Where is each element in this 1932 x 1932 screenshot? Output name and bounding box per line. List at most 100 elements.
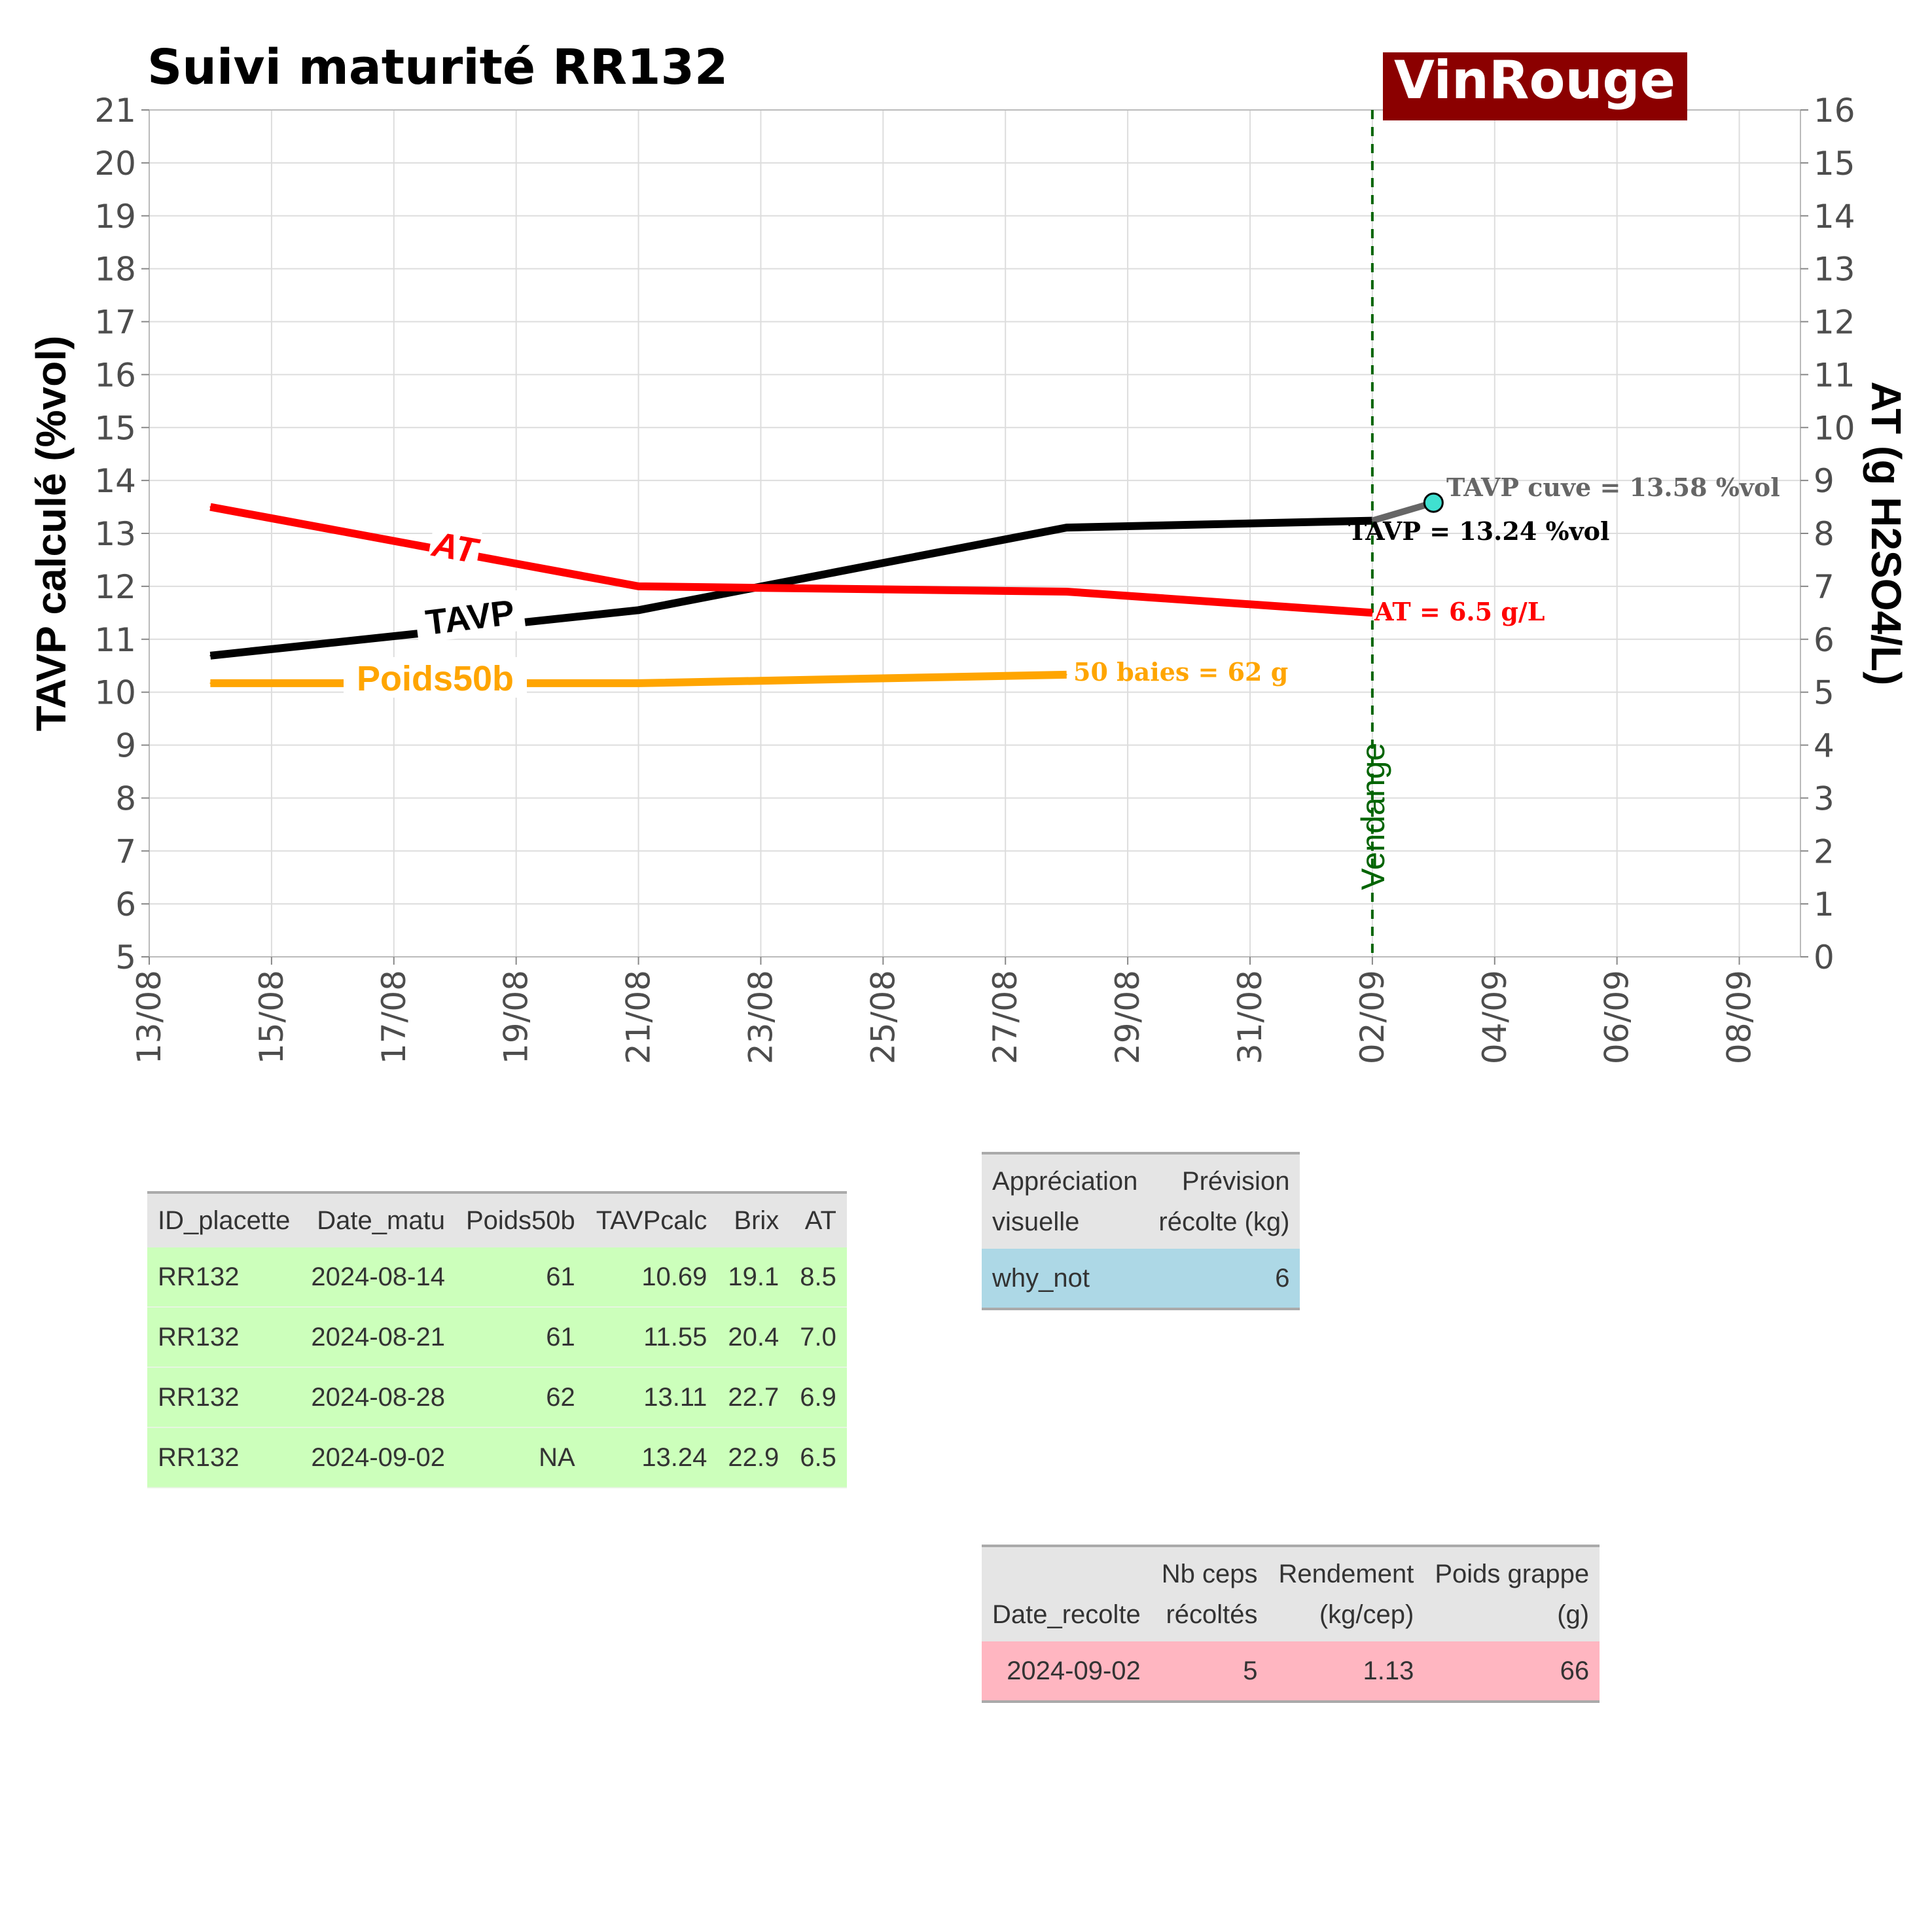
y-tick-label: 14 (94, 462, 136, 500)
table-cell: 61 (455, 1307, 586, 1368)
vendange-line-group: Vendange (1355, 110, 1391, 957)
table-cell: 5 (1151, 1641, 1268, 1703)
table-cell: 62 (455, 1367, 586, 1428)
header-cell: Poids50b (455, 1192, 586, 1247)
y2-tick-label: 8 (1814, 515, 1834, 553)
x-tick-label: 15/08 (253, 970, 291, 1064)
y-tick-label: 12 (94, 568, 136, 606)
header-cell: Nb ceps récoltés (1151, 1546, 1268, 1641)
y-tick-label: 21 (94, 92, 136, 130)
y-tick-label: 10 (94, 674, 136, 712)
table-cell: 22.7 (717, 1367, 790, 1428)
table-cell: 22.9 (717, 1427, 790, 1488)
y-tick-label: 8 (115, 779, 136, 817)
badge-label: VinRouge (1394, 50, 1675, 111)
y2-tick-label: 12 (1814, 304, 1855, 342)
series-label-tavp-bg (414, 590, 526, 643)
table-cell: 2024-08-28 (300, 1367, 456, 1428)
header-cell: Date_recolte (982, 1546, 1151, 1641)
y2-tick-label: 15 (1814, 145, 1855, 183)
data-point (1065, 590, 1067, 592)
y2-tick-label: 10 (1814, 409, 1855, 447)
y-axis-left: 5 6 7 8 9 10 11 12 13 14 15 16 17 18 19 20 21 (94, 92, 149, 976)
data-point (1065, 527, 1067, 529)
table-cell: 61 (455, 1247, 586, 1308)
y-axis-left-title: TAVP calculé (%vol) (27, 336, 75, 732)
header-line: Poids grappe (1435, 1560, 1590, 1588)
table-cell: 66 (1424, 1641, 1600, 1703)
y-tick-label: 17 (94, 304, 136, 342)
table-cell: 2024-09-02 (982, 1641, 1151, 1703)
table-row: RR132 2024-08-28 62 13.11 22.7 6.9 (147, 1367, 847, 1428)
series-label-at-bg (427, 522, 483, 571)
y2-tick-label: 3 (1814, 779, 1834, 817)
series-label-poids50b: Poids50b (357, 659, 514, 698)
x-tick-label: 21/08 (620, 970, 658, 1064)
header-cell: Date_matu (300, 1192, 456, 1247)
series-line-cuve (1371, 499, 1435, 524)
table-cell: 7.0 (789, 1307, 847, 1368)
table-cell: 6.9 (789, 1367, 847, 1428)
table-cell: why_not (982, 1249, 1149, 1310)
table-cell: 13.11 (585, 1367, 718, 1428)
y-tick-label: 15 (94, 409, 136, 447)
y-tick-label: 11 (94, 621, 136, 659)
x-tick-label: 29/08 (1109, 970, 1147, 1064)
x-tick-label: 02/09 (1353, 970, 1391, 1064)
annotation-at-end: AT = 6.5 g/L (1374, 597, 1545, 626)
annotation-poids-end: 50 baies = 62 g (1073, 657, 1288, 687)
table-cell: 1.13 (1268, 1641, 1425, 1703)
header-cell: ID_placette (147, 1192, 301, 1247)
header-line: Appréciation (992, 1167, 1138, 1196)
series-label-at-group: AT (427, 522, 483, 571)
harvest-table: Date_recolte Nb ceps récoltés Rendement (k… (982, 1545, 1600, 1703)
annotation-tavp-end: TAVP = 13.24 %vol (1348, 516, 1609, 546)
y2-tick-label: 11 (1814, 356, 1855, 394)
table-cell: RR132 (147, 1247, 301, 1308)
x-tick-label: 23/08 (742, 970, 779, 1064)
y-tick-label: 19 (94, 198, 136, 236)
series-line-at (209, 503, 1373, 617)
table-row: why_not 6 (982, 1249, 1300, 1310)
cuve-point (1423, 492, 1444, 513)
table-row: RR132 2024-08-21 61 11.55 20.4 7.0 (147, 1307, 847, 1368)
table-row: 2024-09-02 5 1.13 66 (982, 1641, 1600, 1703)
data-point (1065, 673, 1067, 675)
header-line: (g) (1557, 1600, 1590, 1629)
table-row: RR132 2024-09-02 NA 13.24 22.9 6.5 (147, 1427, 847, 1488)
header-cell: AT (789, 1192, 847, 1247)
x-tick-label: 27/08 (986, 970, 1024, 1064)
y-tick-label: 5 (115, 939, 136, 976)
chart-title: Suivi maturité RR132 (147, 39, 728, 96)
header-line: récoltés (1166, 1600, 1258, 1629)
table-cell: 13.24 (585, 1427, 718, 1488)
y2-tick-label: 2 (1814, 832, 1834, 870)
x-tick-label: 19/08 (497, 970, 535, 1064)
header-line: Nb ceps (1161, 1560, 1258, 1588)
header-line: Prévision (1181, 1167, 1290, 1196)
header-cell: Brix (717, 1192, 790, 1247)
table-cell: 20.4 (717, 1307, 790, 1368)
y-axis-right-title: AT (g H2SO4/L) (1863, 382, 1910, 686)
y2-tick-label: 13 (1814, 251, 1855, 289)
x-tick-label: 25/08 (864, 970, 902, 1064)
table-row: RR132 2024-08-14 61 10.69 19.1 8.5 (147, 1247, 847, 1308)
badge-background (1383, 52, 1687, 120)
table-cell: RR132 (147, 1367, 301, 1428)
series-label-poids50b-group: Poids50b (344, 657, 527, 698)
y2-tick-label: 1 (1814, 885, 1834, 923)
table-cell: 6 (1148, 1249, 1300, 1310)
header-line: Date_recolte (992, 1600, 1141, 1629)
y-tick-label: 13 (94, 515, 136, 553)
data-point (209, 506, 211, 508)
data-point (1371, 520, 1373, 522)
y-tick-label: 20 (94, 145, 136, 183)
series-label-at: AT (428, 524, 482, 571)
table-cell: 11.55 (585, 1307, 718, 1368)
x-tick-label: 06/09 (1598, 970, 1636, 1064)
header-line: Rendement (1278, 1560, 1414, 1588)
x-tick-label: 13/08 (130, 970, 168, 1064)
table-cell: 2024-09-02 (300, 1427, 456, 1488)
